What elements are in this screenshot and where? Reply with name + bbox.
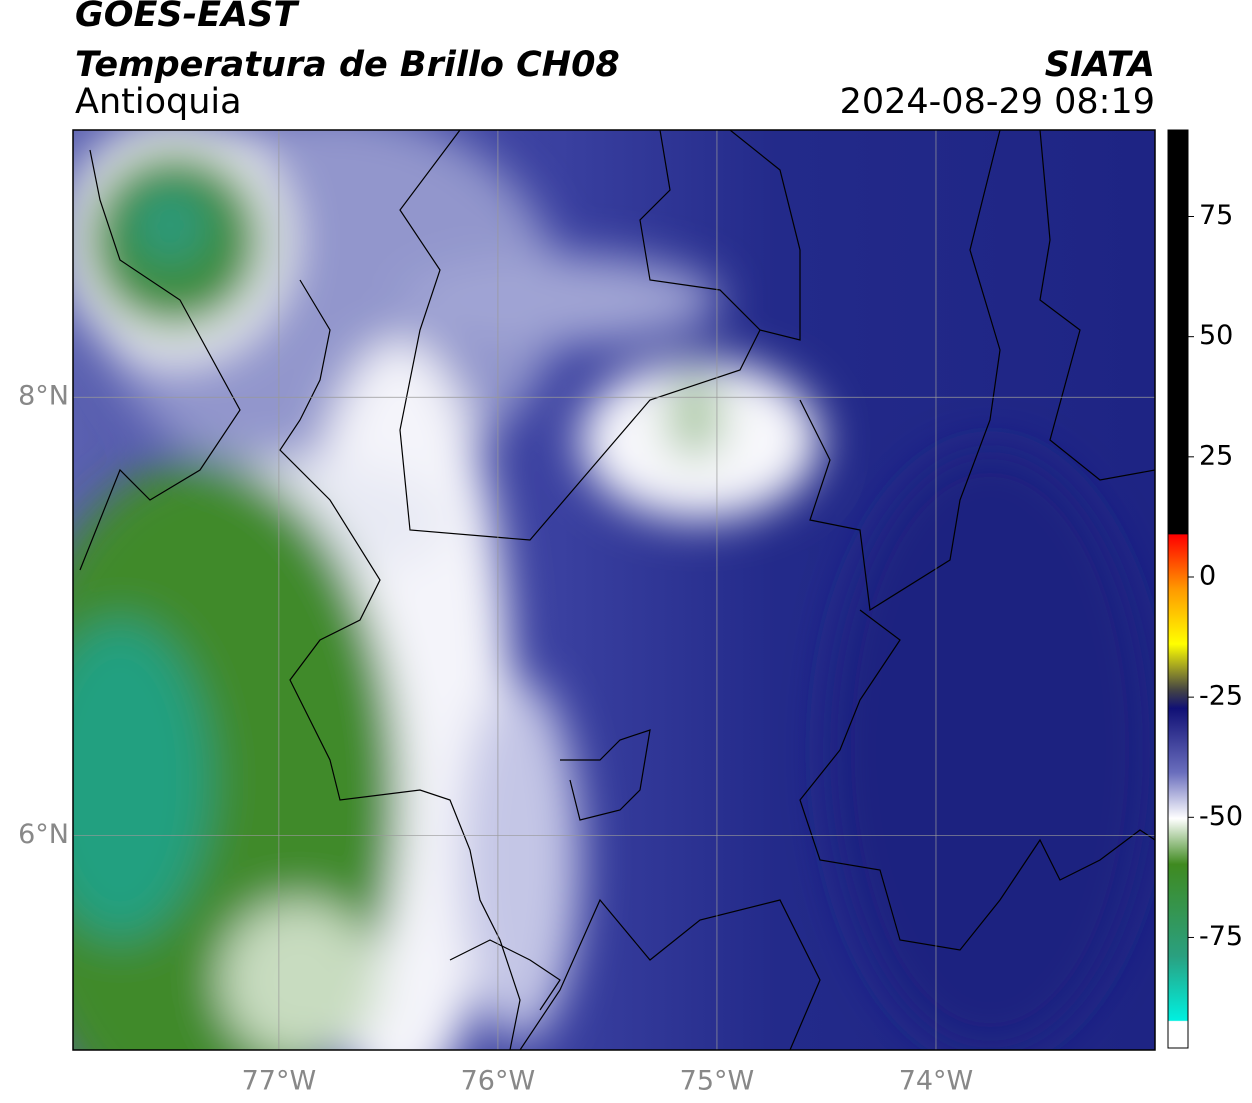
- borders: [79, 130, 1155, 1050]
- source: SIATA: [1045, 45, 1155, 85]
- colorbar: [1167, 129, 1189, 1049]
- lat-label: 6°N: [18, 819, 69, 850]
- datetime: 2024-08-29 08:19: [840, 82, 1155, 122]
- subtitle: Temperatura de Brillo CH08: [75, 45, 620, 85]
- lon-label: 77°W: [242, 1066, 317, 1097]
- colorbar-tick-label: 25: [1199, 440, 1233, 471]
- title: GOES-EAST: [75, 0, 300, 35]
- colorbar-tick-label: 75: [1199, 200, 1233, 231]
- map-frame: [72, 129, 1156, 1051]
- lon-label: 74°W: [899, 1066, 974, 1097]
- colorbar-tick-label: 0: [1199, 560, 1216, 591]
- lon-label: 76°W: [461, 1066, 536, 1097]
- colorbar-tick-label: 50: [1199, 320, 1233, 351]
- colorbar-tick-label: -50: [1199, 801, 1243, 832]
- satellite-image: [73, 130, 1155, 1050]
- colorbar-tick-label: -75: [1199, 921, 1243, 952]
- lat-label: 8°N: [18, 381, 69, 412]
- lon-label: 75°W: [680, 1066, 755, 1097]
- region: Antioquia: [75, 82, 242, 122]
- graticule: [73, 130, 1155, 1050]
- colorbar-tick-label: -25: [1199, 681, 1243, 712]
